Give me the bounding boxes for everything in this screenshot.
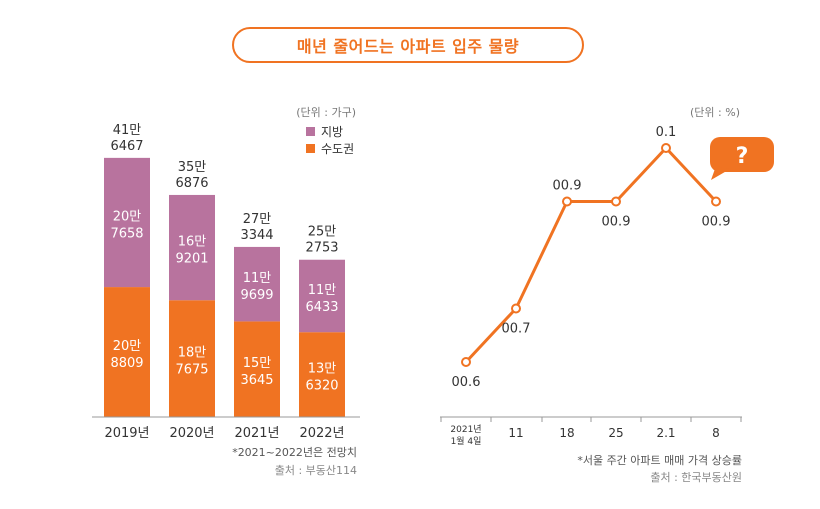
x-tick-label: 1월 4일 xyxy=(451,435,482,447)
line-point xyxy=(562,196,572,207)
bar-segment-regional xyxy=(169,194,215,301)
bar-footnote: *2021~2022년은 전망치 xyxy=(232,446,357,459)
bar-total-label: 6876 xyxy=(175,176,208,191)
bar-segment-label: 6320 xyxy=(305,379,338,394)
bar-segment-capital xyxy=(104,287,150,417)
line-point-label: 0.1 xyxy=(656,125,677,140)
line-point-label: 00.9 xyxy=(602,215,631,230)
x-tick-label: 2020년 xyxy=(169,426,214,441)
bar-segment-capital xyxy=(169,300,215,417)
bar-segment-label: 8809 xyxy=(110,356,143,371)
x-tick-label: 2.1 xyxy=(656,426,675,440)
line-source: 출처 : 한국부동산원 xyxy=(650,471,742,484)
x-tick-label: 11 xyxy=(508,426,523,440)
bar-segment-label: 7658 xyxy=(110,226,143,241)
x-tick-label: 2021년 xyxy=(234,426,279,441)
line-footnote: *서울 주간 아파트 매매 가격 상승률 xyxy=(577,454,742,467)
x-tick-label: 25 xyxy=(608,426,623,440)
bar-segment-label: 9201 xyxy=(175,252,208,267)
line-unit-label: (단위 : %) xyxy=(690,106,740,119)
bar-total-label: 25만 xyxy=(308,225,337,240)
bar-segment-label: 15만 xyxy=(243,356,272,371)
bar-segment-regional xyxy=(234,246,280,322)
bar-segment-capital xyxy=(299,332,345,417)
x-tick-label: 2021년 xyxy=(450,424,481,435)
bar-segment-label: 13만 xyxy=(308,362,337,377)
line-point xyxy=(461,357,471,367)
line-point-label: 00.9 xyxy=(553,179,582,194)
line-point-label: 00.7 xyxy=(502,322,531,337)
bar-total-label: 3344 xyxy=(240,228,273,243)
bar-total-label: 41만 xyxy=(113,123,142,138)
bar-segment-label: 3645 xyxy=(240,373,273,388)
series-line xyxy=(464,146,718,364)
bar-segment-label: 11만 xyxy=(243,271,272,286)
bar-segment-regional xyxy=(299,259,345,333)
bar-segment-label: 20만 xyxy=(113,209,142,224)
line-point xyxy=(661,143,671,153)
bar-total-label: 6467 xyxy=(110,139,143,154)
question-callout: ? xyxy=(710,137,774,180)
legend-label-regional: 지방 xyxy=(321,125,343,139)
bar-total-label: 27만 xyxy=(243,212,272,227)
bar-segment-capital xyxy=(234,321,280,417)
legend-swatch-capital xyxy=(306,144,315,153)
bar-segment-label: 18만 xyxy=(178,346,207,361)
bar-total-label: 35만 xyxy=(178,160,207,175)
line-point-label: 00.9 xyxy=(702,215,731,230)
bar-unit-label: (단위 : 가구) xyxy=(296,106,356,119)
line-point-label: 00.6 xyxy=(452,375,481,390)
chart-title: 매년 줄어드는 아파트 입주 물량 xyxy=(232,27,584,63)
bar-segment-label: 16만 xyxy=(178,235,207,250)
bar-segment-label: 20만 xyxy=(113,339,142,354)
bar-segment-regional xyxy=(104,157,150,288)
x-tick-label: 18 xyxy=(559,426,574,440)
x-tick-label: 2019년 xyxy=(104,426,149,441)
line-point xyxy=(611,196,621,207)
bar-segment-label: 11만 xyxy=(308,283,337,298)
bar-source: 출처 : 부동산114 xyxy=(275,464,357,477)
line-point xyxy=(511,303,521,314)
callout-text: ? xyxy=(736,144,749,169)
bar-segment-label: 9699 xyxy=(240,288,273,303)
legend-swatch-regional xyxy=(306,127,315,136)
line-point xyxy=(711,196,721,207)
bar-total-label: 2753 xyxy=(305,241,338,256)
legend-label-capital: 수도권 xyxy=(321,142,354,156)
bar-segment-label: 7675 xyxy=(175,363,208,378)
bar-segment-label: 6433 xyxy=(305,300,338,315)
x-tick-label: 8 xyxy=(712,426,720,440)
x-tick-label: 2022년 xyxy=(299,426,344,441)
